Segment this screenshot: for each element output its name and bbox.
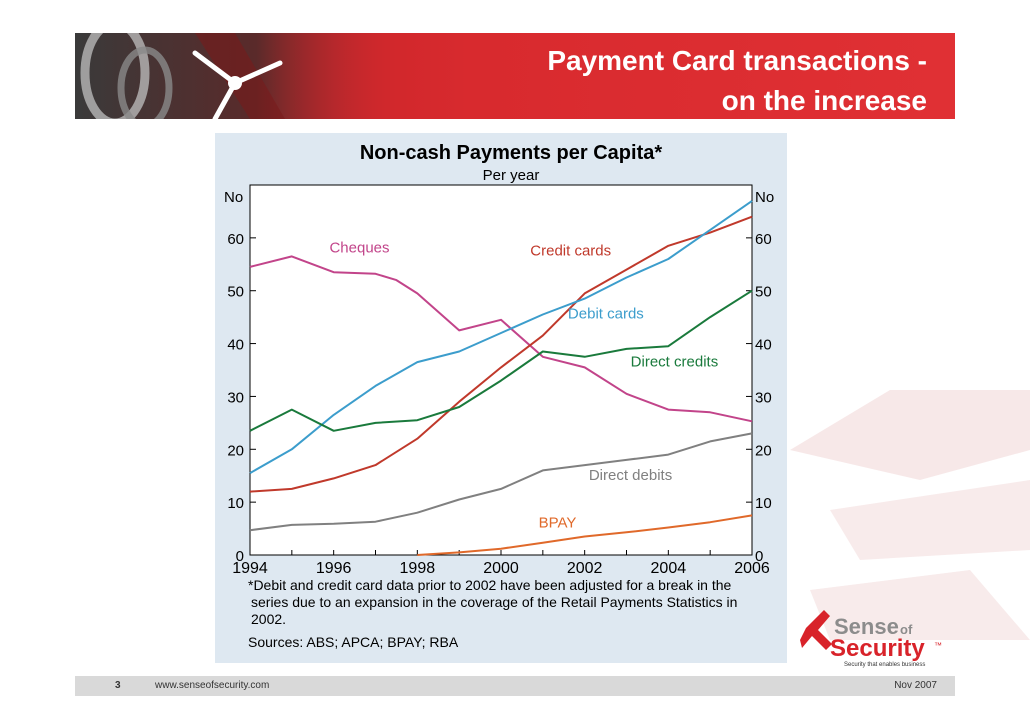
series-label-4: Direct debits	[589, 467, 672, 484]
chart-footnote: *Debit and credit card data prior to 200…	[248, 577, 737, 628]
left-axis-unit: No	[224, 189, 243, 206]
logo-word-of: of	[900, 622, 913, 637]
series-line-1	[249, 215, 753, 493]
series-label-5: BPAY	[539, 515, 577, 532]
y-tick-label-left: 40	[227, 337, 244, 354]
y-tick-label-right: 30	[755, 389, 772, 406]
right-axis-unit: No	[755, 189, 774, 206]
y-tick-label-right: 20	[755, 442, 772, 459]
logo-word-security: Security	[830, 635, 925, 662]
y-tick-label-left: 60	[227, 231, 244, 248]
x-tick-label: 2002	[567, 560, 603, 577]
series-line-3	[249, 289, 753, 432]
padlock-photo	[75, 33, 405, 119]
footer-url[interactable]: www.senseofsecurity.com	[155, 680, 270, 691]
y-tick-label-right: 10	[755, 495, 772, 512]
series-line-0	[249, 255, 753, 423]
background-watermark	[790, 390, 1030, 640]
footnote-line-1: *Debit and credit card data prior to 200…	[248, 577, 732, 593]
page-number: 3	[115, 680, 121, 691]
x-tick-label: 1994	[232, 560, 268, 577]
footer-date: Nov 2007	[894, 680, 937, 691]
slide-title-line1: Payment Card transactions -	[547, 45, 927, 76]
logo-word-sense: Sense	[834, 614, 899, 639]
sense-of-security-logo: Sense of Security ™ Security that enable…	[800, 610, 942, 668]
y-tick-label-right: 0	[755, 548, 763, 565]
x-tick-label: 1996	[316, 560, 352, 577]
series-line-2	[249, 200, 753, 474]
chart-subtitle: Per year	[483, 167, 540, 184]
series-line-5	[417, 514, 753, 556]
series-label-1: Credit cards	[530, 242, 611, 259]
line-chart: Non-cash Payments per Capita* Per year No N…	[224, 142, 774, 577]
logo-tagline: Security that enables business	[844, 662, 925, 668]
series-label-3: Direct credits	[631, 353, 719, 370]
x-tick-label: 1998	[400, 560, 436, 577]
y-tick-label-left: 30	[227, 389, 244, 406]
chart-panel: Non-cash Payments per Capita* Per year No N…	[215, 133, 787, 663]
slide-title-line2: on the increase	[721, 85, 927, 116]
series-label-2: Debit cards	[568, 306, 644, 323]
series-line-4	[249, 432, 753, 532]
x-tick-label: 2004	[651, 560, 687, 577]
y-tick-label-right: 50	[755, 284, 772, 301]
x-tick-label: 2006	[734, 560, 770, 577]
y-tick-label-right: 40	[755, 337, 772, 354]
y-tick-label-right: 60	[755, 231, 772, 248]
y-tick-label-left: 20	[227, 442, 244, 459]
x-tick-label: 2000	[483, 560, 519, 577]
chart-title: Non-cash Payments per Capita*	[360, 142, 663, 164]
title-banner: Payment Card transactions - on the incre…	[75, 33, 955, 119]
series-label-0: Cheques	[329, 240, 389, 257]
footnote-line-3: 2002.	[251, 611, 287, 627]
logo-trademark: ™	[934, 641, 942, 650]
y-tick-label-left: 0	[236, 548, 244, 565]
y-tick-label-left: 50	[227, 284, 244, 301]
chart-sources: Sources: ABS; APCA; BPAY; RBA	[248, 634, 459, 650]
y-tick-label-left: 10	[227, 495, 244, 512]
footnote-line-2: series due to an expansion in the covera…	[251, 594, 738, 610]
slide-footer: 3 www.senseofsecurity.com Nov 2007	[75, 676, 955, 696]
